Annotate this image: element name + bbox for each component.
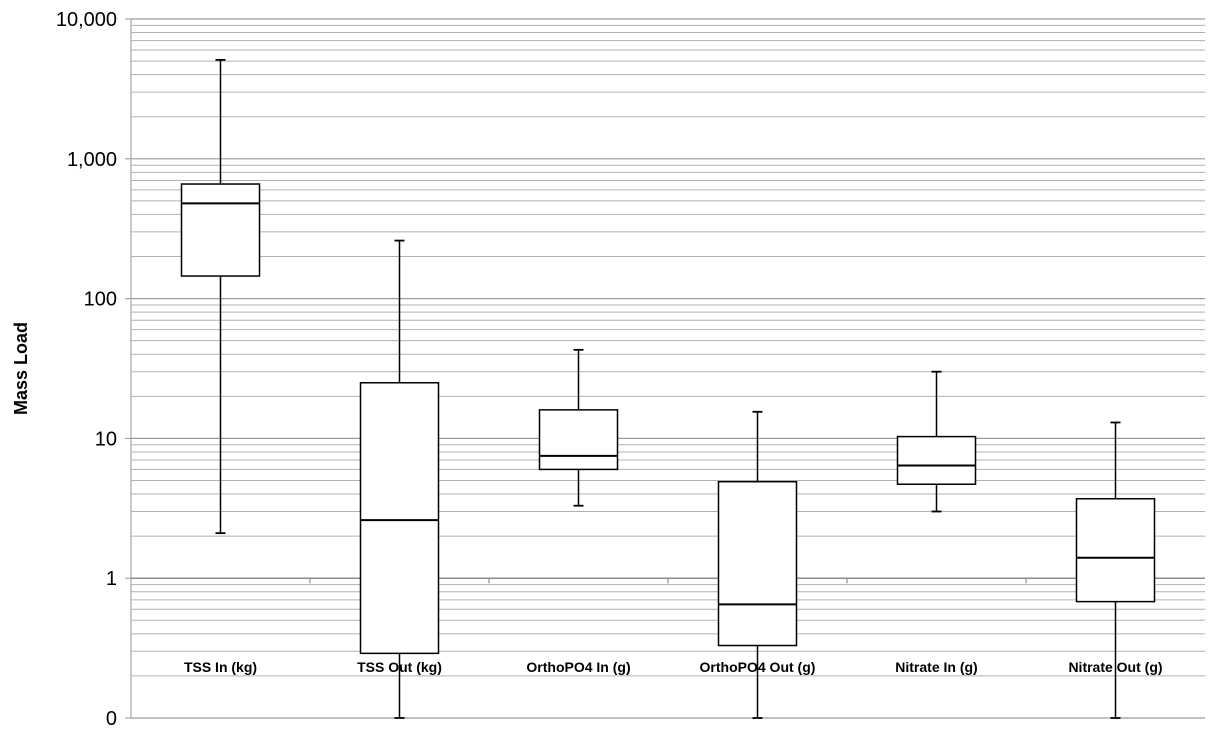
gridlines (131, 18, 1205, 719)
iqr-box (359, 382, 440, 655)
box-series (180, 58, 1156, 719)
iqr-box (717, 480, 798, 647)
box-3 (538, 348, 619, 507)
box-2 (359, 239, 440, 719)
y-axis-title: Mass Load (11, 322, 31, 415)
box-6 (1075, 421, 1156, 719)
y-tick-label: 10,000 (56, 9, 117, 31)
box-1 (180, 58, 261, 535)
axes (125, 18, 1205, 719)
box-4 (717, 410, 798, 719)
box-5 (896, 370, 977, 513)
y-tick-labels: 0 1 10 100 1,000 10,000 (56, 9, 117, 729)
y-tick-label: 100 (84, 289, 117, 311)
y-tick-label: 1,000 (67, 149, 117, 171)
category-label: Nitrate Out (g) (1068, 659, 1162, 675)
category-label: OrthoPO4 In (g) (526, 659, 630, 675)
y-tick-label: 1 (106, 568, 117, 590)
iqr-box (180, 183, 261, 277)
y-tick-label: 0 (106, 708, 117, 729)
category-label: TSS Out (kg) (357, 659, 442, 675)
iqr-box (1075, 498, 1156, 603)
iqr-box (538, 409, 619, 471)
iqr-box (896, 435, 977, 485)
category-label: OrthoPO4 Out (g) (700, 659, 816, 675)
category-label: Nitrate In (g) (895, 659, 977, 675)
category-label: TSS In (kg) (184, 659, 257, 675)
category-labels: TSS In (kg) TSS Out (kg) OrthoPO4 In (g) Or… (184, 659, 1163, 675)
y-tick-label: 10 (95, 428, 117, 450)
